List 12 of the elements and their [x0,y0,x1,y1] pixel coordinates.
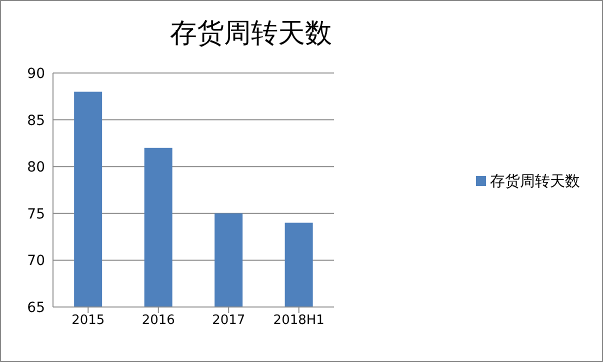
x-tick-label: 2018H1 [273,313,324,328]
y-tick-label: 80 [27,160,45,176]
y-tick-label: 75 [27,206,45,222]
x-tick-label: 2015 [72,313,105,328]
legend-label: 存货周转天数 [490,172,580,190]
x-tick-label: 2016 [142,313,175,328]
chart-title: 存货周转天数 [169,17,333,51]
y-tick-label: 65 [27,300,45,316]
x-tick-label: 2017 [212,313,246,328]
y-tick-label: 70 [27,253,45,270]
y-tick-label: 90 [27,66,45,82]
y-tick-label: 85 [27,112,45,129]
